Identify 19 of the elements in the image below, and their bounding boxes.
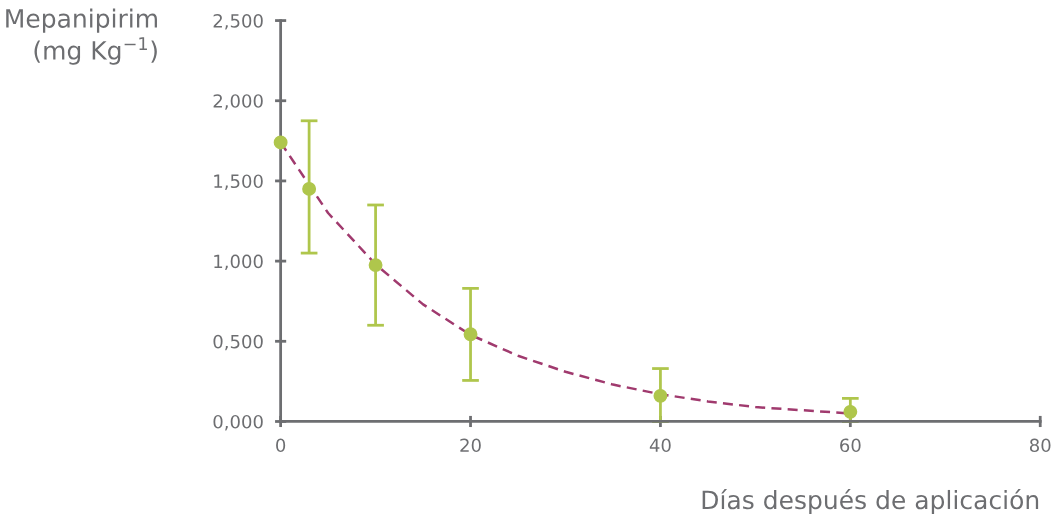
point <box>302 182 317 196</box>
x-tick-label: 40 <box>649 438 671 453</box>
x-tick-label: 0 <box>276 438 286 453</box>
y-tick-label: 1,000 <box>214 254 263 271</box>
point <box>463 327 478 342</box>
x-tick-label: 60 <box>840 438 861 453</box>
y-tick-label: 2,500 <box>213 14 263 30</box>
point <box>368 258 383 273</box>
y-tick-label: 0,500 <box>213 334 263 351</box>
y-tick-label: 2,000 <box>213 94 263 110</box>
point <box>843 404 858 419</box>
x-tick-label: 20 <box>460 438 481 453</box>
point <box>653 388 668 403</box>
y-tick-label: 1,500 <box>214 174 263 190</box>
x-tick-label: 80 <box>1029 438 1051 453</box>
y-axis-title: Mepanipirim (mg Kg$^{−1}$) <box>6 8 157 65</box>
point <box>273 135 288 150</box>
x-axis-title: Días después de aplicación <box>702 488 1039 514</box>
y-tick-label: 0,000 <box>213 414 263 431</box>
